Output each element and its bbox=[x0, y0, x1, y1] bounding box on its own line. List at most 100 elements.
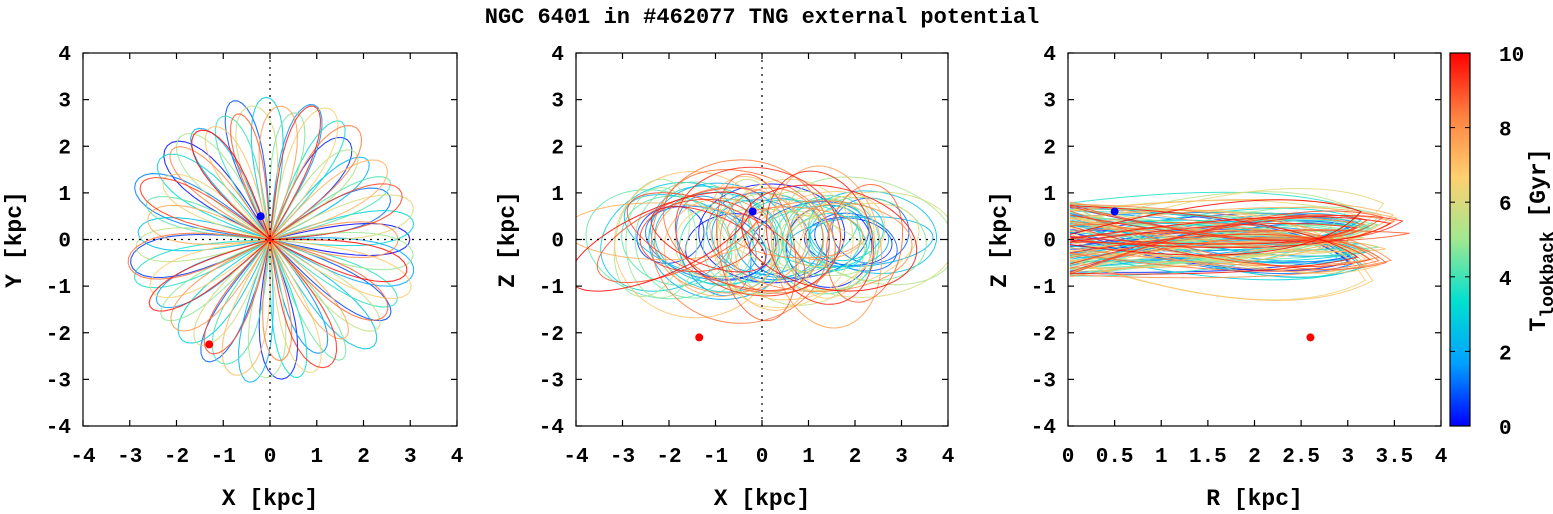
y-tick-label: -2 bbox=[46, 324, 71, 347]
orbit-traces bbox=[1069, 187, 1410, 301]
y-tick-label: -1 bbox=[46, 277, 71, 300]
x-tick-label: 4 bbox=[942, 446, 955, 469]
present-position-marker bbox=[1110, 207, 1119, 216]
orbit-segment bbox=[247, 239, 287, 379]
colorbar-label-unit: [Gyr] bbox=[1526, 148, 1552, 231]
orbit-segment bbox=[709, 176, 810, 311]
y-tick-label: 1 bbox=[551, 184, 564, 207]
orbit-traces bbox=[576, 159, 948, 329]
colorbar: 0 2 4 6 8 10 Tlookback [Gyr] bbox=[1449, 45, 1553, 441]
orbit-segment bbox=[147, 204, 271, 245]
orbit-segment bbox=[1069, 214, 1404, 265]
orbit-segment bbox=[1069, 214, 1396, 257]
panel-middle: -4 -3 -2 -1 0 1 2 3 4 -4 -3 -2 -1 0 1 2 3 4 X [kpc] Z [kpc] bbox=[495, 44, 955, 512]
orbit-segment bbox=[716, 173, 797, 322]
colorbar-tick-label: 6 bbox=[1499, 194, 1512, 217]
orbit-segment bbox=[825, 184, 904, 303]
orbit-segment bbox=[1069, 206, 1398, 258]
panel-right: 0 0.5 1 1.5 2 2.5 3 3.5 4 -4 -3 -2 -1 0 1 2 3 4 R [kpc] Z [… bbox=[987, 44, 1447, 512]
orbit-segment bbox=[269, 125, 363, 240]
orbit-segment bbox=[1069, 221, 1380, 272]
orbit-segment bbox=[663, 169, 836, 294]
orbit-segment bbox=[269, 239, 322, 373]
x-tick-label: -1 bbox=[211, 446, 236, 469]
x-tick-label: 3 bbox=[404, 446, 417, 469]
x-tick-label: 2 bbox=[1248, 446, 1261, 469]
x-axis-label: R [kpc] bbox=[1206, 486, 1303, 512]
orbit-segment bbox=[770, 165, 883, 329]
y-tick-label: 3 bbox=[1043, 91, 1056, 114]
orbit-segment bbox=[613, 178, 690, 298]
y-axis-label: Z [kpc] bbox=[987, 191, 1013, 288]
y-tick-label: 1 bbox=[1043, 184, 1056, 207]
orbit-segment bbox=[1069, 216, 1392, 249]
x-tick-label: 1 bbox=[310, 446, 323, 469]
colorbar-label-sub: lookback bbox=[1539, 231, 1553, 318]
orbit-segment bbox=[224, 100, 271, 240]
y-tick-label: -1 bbox=[539, 277, 564, 300]
colorbar-label-main: T bbox=[1526, 318, 1552, 332]
orbit-segment bbox=[625, 187, 698, 299]
y-tick-label: 2 bbox=[551, 137, 564, 160]
orbit-segment bbox=[269, 156, 370, 240]
orbit-segment bbox=[269, 105, 322, 240]
orbit-segment bbox=[211, 239, 271, 365]
colorbar-tick-label: 0 bbox=[1499, 418, 1512, 441]
orbit-segment bbox=[1069, 210, 1388, 270]
x-tick-label: 0.5 bbox=[1096, 446, 1134, 469]
x-tick-label: -4 bbox=[563, 446, 588, 469]
orbit-traces bbox=[127, 96, 415, 383]
orbit-segment bbox=[169, 146, 271, 240]
x-tick-label: -4 bbox=[70, 446, 95, 469]
orbit-segment bbox=[269, 176, 392, 241]
orbit-segment bbox=[765, 170, 874, 305]
x-tick-label: -2 bbox=[164, 446, 189, 469]
orbit-segment bbox=[797, 195, 875, 299]
orbit-segment bbox=[235, 105, 279, 240]
orbit-segment bbox=[204, 125, 271, 240]
panels: -4 -3 -2 -1 0 1 2 3 4 -4 -3 -2 -1 0 1 2 3 4 X [kpc] Y [kpc]… bbox=[2, 44, 1447, 512]
orbit-segment bbox=[149, 238, 271, 299]
colorbar-tick-label: 4 bbox=[1499, 269, 1512, 292]
x-tick-label: -3 bbox=[117, 446, 142, 469]
y-tick-label: -3 bbox=[46, 370, 71, 393]
y-tick-label: -2 bbox=[539, 324, 564, 347]
orbit-segment bbox=[576, 191, 752, 292]
x-tick-label: 4 bbox=[1435, 446, 1448, 469]
orbit-segment bbox=[1069, 222, 1358, 245]
y-tick-label: -4 bbox=[46, 417, 71, 440]
orbit-segment bbox=[134, 173, 271, 241]
orbit-segment bbox=[269, 210, 415, 247]
orbit-segment bbox=[262, 239, 293, 362]
orbit-segment bbox=[146, 196, 271, 241]
orbit-segment bbox=[634, 181, 754, 299]
orbit-segment bbox=[576, 202, 756, 261]
orbit-segment bbox=[269, 239, 338, 369]
orbit-segment bbox=[203, 239, 271, 355]
orbit-segment bbox=[134, 238, 271, 289]
colorbar-label: Tlookback [Gyr] bbox=[1526, 148, 1553, 331]
y-tick-label: 3 bbox=[551, 91, 564, 114]
x-tick-label: 0 bbox=[264, 446, 277, 469]
x-tick-label: 0 bbox=[1062, 446, 1075, 469]
orbit-segment bbox=[214, 115, 271, 240]
oldest-position-marker bbox=[205, 340, 214, 349]
orbit-segment bbox=[269, 239, 308, 379]
orbit-segment bbox=[596, 187, 765, 284]
orbit-segment bbox=[1069, 208, 1365, 271]
y-tick-label: -2 bbox=[1031, 324, 1056, 347]
orbit-segment bbox=[250, 96, 284, 240]
orbit-segment bbox=[1069, 199, 1362, 256]
orbit-segment bbox=[238, 239, 274, 383]
y-tick-label: 4 bbox=[58, 44, 71, 67]
orbit-segment bbox=[269, 238, 389, 321]
y-tick-label: 4 bbox=[1043, 44, 1056, 67]
orbit-segment bbox=[651, 159, 831, 324]
x-axis-label: X [kpc] bbox=[714, 486, 811, 512]
orbit-segment bbox=[269, 237, 415, 287]
orbit-segment bbox=[269, 159, 389, 241]
y-tick-label: 0 bbox=[551, 231, 564, 254]
oldest-position-marker bbox=[1306, 333, 1315, 342]
orbit-segment bbox=[148, 238, 271, 312]
